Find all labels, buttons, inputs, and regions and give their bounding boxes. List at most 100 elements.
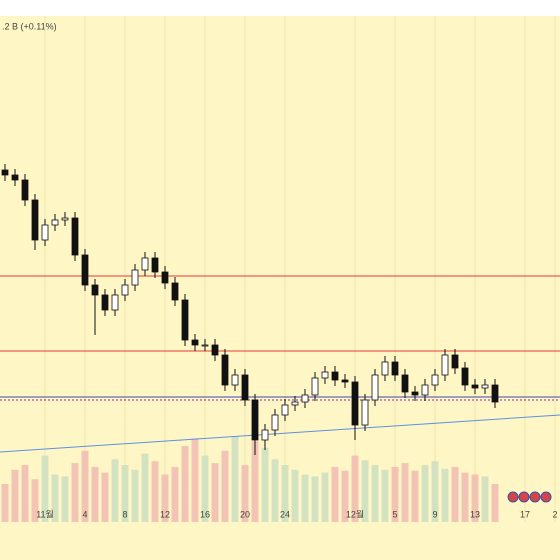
- x-tick-label: 12: [160, 509, 170, 519]
- x-tick-label: 13: [470, 509, 480, 519]
- x-tick-label: 4: [82, 509, 87, 519]
- candle-body: [331, 371, 339, 381]
- candle-body: [371, 374, 379, 401]
- volume-bar: [431, 461, 439, 522]
- volume-bar: [251, 441, 259, 522]
- candle-body: [461, 367, 469, 386]
- x-tick-label: 16: [200, 509, 210, 519]
- volume-bar: [91, 466, 99, 522]
- volume-bar: [181, 446, 189, 522]
- candle-body: [381, 361, 389, 376]
- volume-bar: [201, 455, 209, 522]
- candle-body: [1, 169, 9, 176]
- candle-body: [221, 354, 229, 386]
- volume-bar: [381, 469, 389, 522]
- candle-body: [231, 374, 239, 386]
- flag-icon: [507, 491, 519, 503]
- volume-bar: [391, 466, 399, 522]
- candle-body: [201, 344, 209, 347]
- candle-body: [141, 257, 149, 271]
- candle-body: [31, 199, 39, 241]
- volume-bar: [271, 459, 279, 522]
- candle-body: [351, 381, 359, 426]
- candle-body: [291, 401, 299, 406]
- candle-body: [361, 399, 369, 426]
- x-tick-label: 17: [520, 509, 530, 519]
- candle-body: [241, 374, 249, 401]
- candle-body: [451, 354, 459, 369]
- candle-body: [151, 257, 159, 273]
- volume-bar: [101, 472, 109, 522]
- candle-body: [161, 271, 169, 284]
- candle-body: [51, 219, 59, 226]
- flag-icon: [529, 491, 541, 503]
- volume-bar: [141, 453, 149, 522]
- candle-body: [421, 384, 429, 396]
- volume-bar: [331, 466, 339, 522]
- candle-body: [401, 374, 409, 393]
- volume-bar: [61, 476, 69, 522]
- volume-bar: [471, 474, 479, 522]
- volume-bar: [191, 438, 199, 522]
- volume-bar: [301, 474, 309, 522]
- candle-body: [11, 174, 19, 181]
- volume-bar: [361, 460, 369, 522]
- volume-bar: [121, 465, 129, 522]
- candle-body: [191, 339, 199, 346]
- candle-body: [61, 217, 69, 221]
- volume-bar: [461, 472, 469, 522]
- volume-bar: [71, 463, 79, 522]
- candle-body: [171, 282, 179, 301]
- candle-body: [481, 384, 489, 389]
- volume-bar: [321, 472, 329, 522]
- candle-body: [441, 354, 449, 376]
- flag-icon: [540, 491, 552, 503]
- x-tick-label: 24: [280, 509, 290, 519]
- volume-bar: [411, 470, 419, 522]
- candle-body: [341, 379, 349, 383]
- volume-bar: [161, 474, 169, 522]
- candle-body: [21, 179, 29, 201]
- volume-bar: [41, 455, 49, 522]
- volume-bar: [81, 450, 89, 522]
- candle-body: [121, 284, 129, 296]
- volume-bar: [111, 459, 119, 522]
- volume-bar: [491, 484, 499, 522]
- volume-bar: [231, 436, 239, 522]
- volume-bar: [441, 468, 449, 522]
- candle-body: [211, 344, 219, 356]
- candle-body: [91, 284, 99, 296]
- volume-bar: [371, 465, 379, 522]
- volume-bar: [171, 466, 179, 522]
- candle-body: [261, 429, 269, 441]
- candle-body: [131, 269, 139, 286]
- volume-bar: [451, 466, 459, 522]
- volume-bar: [281, 465, 289, 522]
- volume-bar: [421, 465, 429, 522]
- candle-body: [391, 361, 399, 376]
- volume-bar: [51, 474, 59, 522]
- volume-bar: [261, 447, 269, 522]
- volume-bar: [351, 455, 359, 522]
- trendline: [0, 414, 560, 453]
- volume-bar: [131, 469, 139, 522]
- x-tick-label: 5: [392, 509, 397, 519]
- volume-bar: [1, 484, 9, 522]
- candle-body: [251, 399, 259, 441]
- candle-body: [281, 404, 289, 416]
- flag-icon: [518, 491, 530, 503]
- x-tick-label: 11월: [36, 508, 54, 519]
- top-bar: [0, 0, 560, 16]
- candle-body: [41, 224, 49, 241]
- x-tick-label: 20: [240, 509, 250, 519]
- candle-body: [491, 384, 499, 403]
- x-tick-label: 8: [122, 509, 127, 519]
- candle-body: [431, 374, 439, 386]
- candle-body: [321, 371, 329, 379]
- candle-body: [411, 391, 419, 396]
- candle-body: [111, 294, 119, 311]
- header-text: .2 B (+0.11%): [2, 21, 57, 31]
- volume-bar: [291, 469, 299, 522]
